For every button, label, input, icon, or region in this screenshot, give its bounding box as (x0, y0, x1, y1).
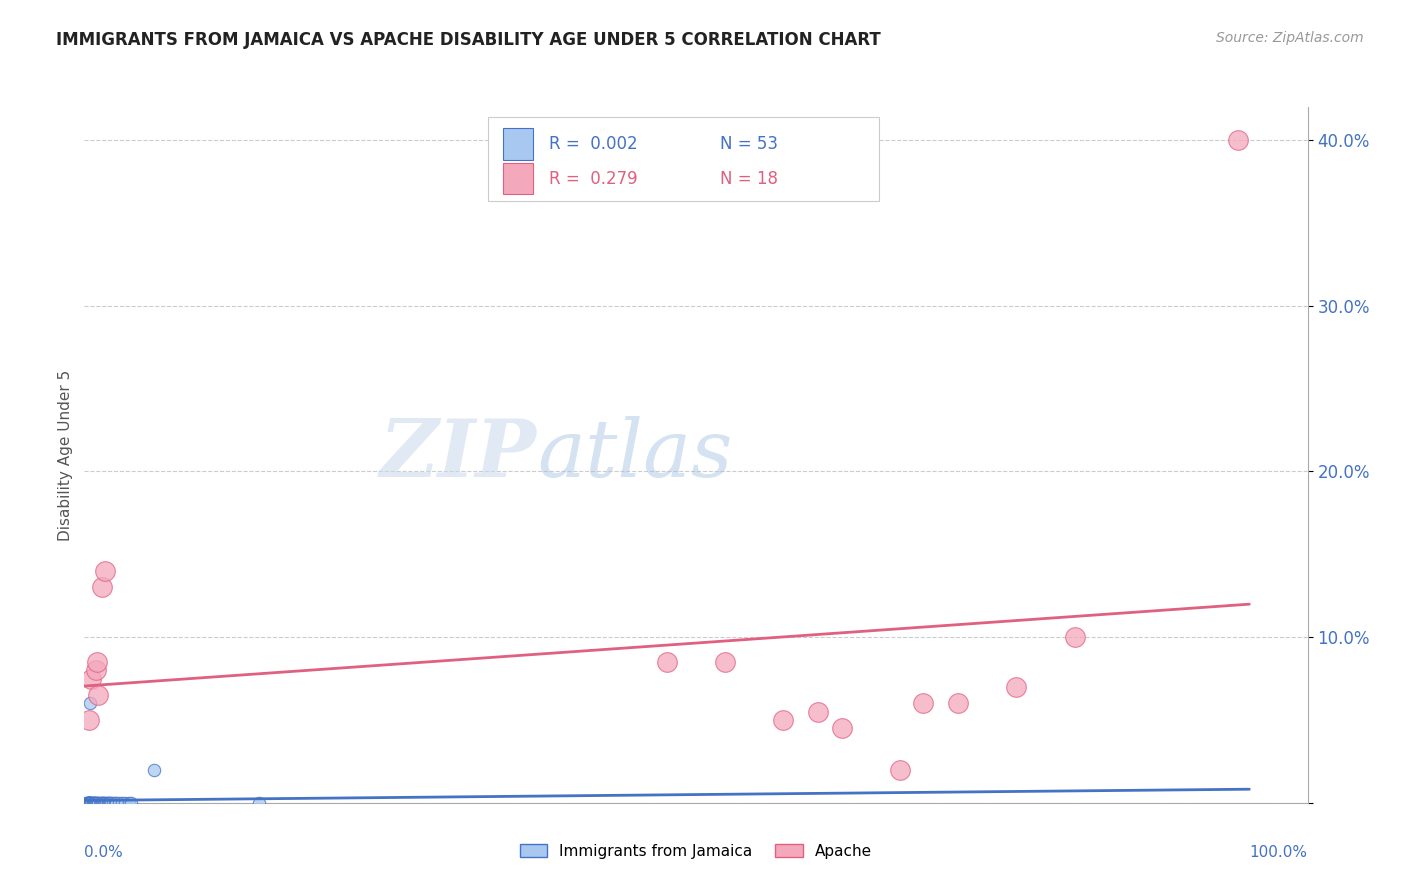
Point (97, 796, 120, 810)
FancyBboxPatch shape (503, 163, 533, 194)
Point (87, 796, 110, 810)
Point (77, 796, 100, 810)
Point (100, 796, 122, 810)
Point (79, 796, 101, 810)
Point (111, 796, 134, 810)
Point (84, 796, 107, 810)
Point (772, 713, 794, 727)
Text: atlas: atlas (537, 417, 733, 493)
Text: R =  0.279: R = 0.279 (550, 169, 638, 187)
Point (84, 663, 107, 677)
Point (83, 796, 105, 810)
Point (90, 796, 112, 810)
Point (82, 796, 104, 810)
Point (75, 796, 97, 810)
Point (77, 796, 100, 810)
Text: Source: ZipAtlas.com: Source: ZipAtlas.com (1216, 31, 1364, 45)
Point (97, 796, 120, 810)
Point (247, 796, 270, 810)
Point (79, 796, 101, 810)
Point (117, 796, 139, 810)
Point (89, 796, 111, 810)
Point (76, 796, 98, 810)
Text: R =  0.002: R = 0.002 (550, 135, 638, 153)
Point (76, 796, 98, 810)
Point (807, 705, 830, 719)
Text: ZIP: ZIP (380, 417, 537, 493)
Point (77, 796, 100, 810)
Point (87, 796, 110, 810)
Point (91, 796, 114, 810)
Point (82, 796, 104, 810)
Point (946, 697, 969, 711)
FancyBboxPatch shape (488, 118, 880, 201)
Point (86, 796, 108, 810)
Point (90, 581, 112, 595)
Point (79, 796, 101, 810)
Point (80, 796, 103, 810)
Point (76, 796, 98, 810)
Point (82, 796, 104, 810)
Point (84, 796, 107, 810)
Point (77, 796, 100, 810)
Point (77, 713, 100, 727)
Point (94, 796, 117, 810)
Point (1226, 133, 1249, 147)
Point (76, 796, 98, 810)
Text: 0.0%: 0.0% (84, 845, 124, 860)
Point (1005, 680, 1028, 694)
Text: N = 53: N = 53 (720, 135, 779, 153)
Point (80, 796, 103, 810)
Point (143, 763, 166, 777)
Point (86, 655, 108, 669)
Point (80, 672, 103, 686)
Point (114, 796, 136, 810)
Point (98, 796, 121, 810)
Point (80, 796, 103, 810)
Point (79, 796, 101, 810)
Point (83, 796, 105, 810)
Point (76, 796, 98, 810)
Point (90, 796, 112, 810)
Legend: Immigrants from Jamaica, Apache: Immigrants from Jamaica, Apache (513, 838, 879, 864)
Point (94, 564, 117, 578)
Point (104, 796, 127, 810)
Text: 100.0%: 100.0% (1250, 845, 1308, 860)
Point (889, 763, 911, 777)
Point (103, 796, 125, 810)
Point (120, 796, 142, 810)
Text: N = 18: N = 18 (720, 169, 779, 187)
Point (97, 796, 120, 810)
Text: IMMIGRANTS FROM JAMAICA VS APACHE DISABILITY AGE UNDER 5 CORRELATION CHART: IMMIGRANTS FROM JAMAICA VS APACHE DISABI… (56, 31, 882, 49)
Point (79, 697, 101, 711)
Point (90, 796, 112, 810)
Point (714, 655, 737, 669)
FancyBboxPatch shape (503, 128, 533, 160)
Point (912, 697, 935, 711)
Point (83, 796, 105, 810)
Point (108, 796, 131, 810)
Point (831, 721, 853, 735)
Point (96, 796, 118, 810)
Point (1063, 630, 1085, 644)
Point (83, 796, 105, 810)
Point (104, 796, 127, 810)
Point (93, 796, 115, 810)
Y-axis label: Disability Age Under 5: Disability Age Under 5 (58, 369, 73, 541)
Point (87, 688, 110, 702)
Point (655, 655, 678, 669)
